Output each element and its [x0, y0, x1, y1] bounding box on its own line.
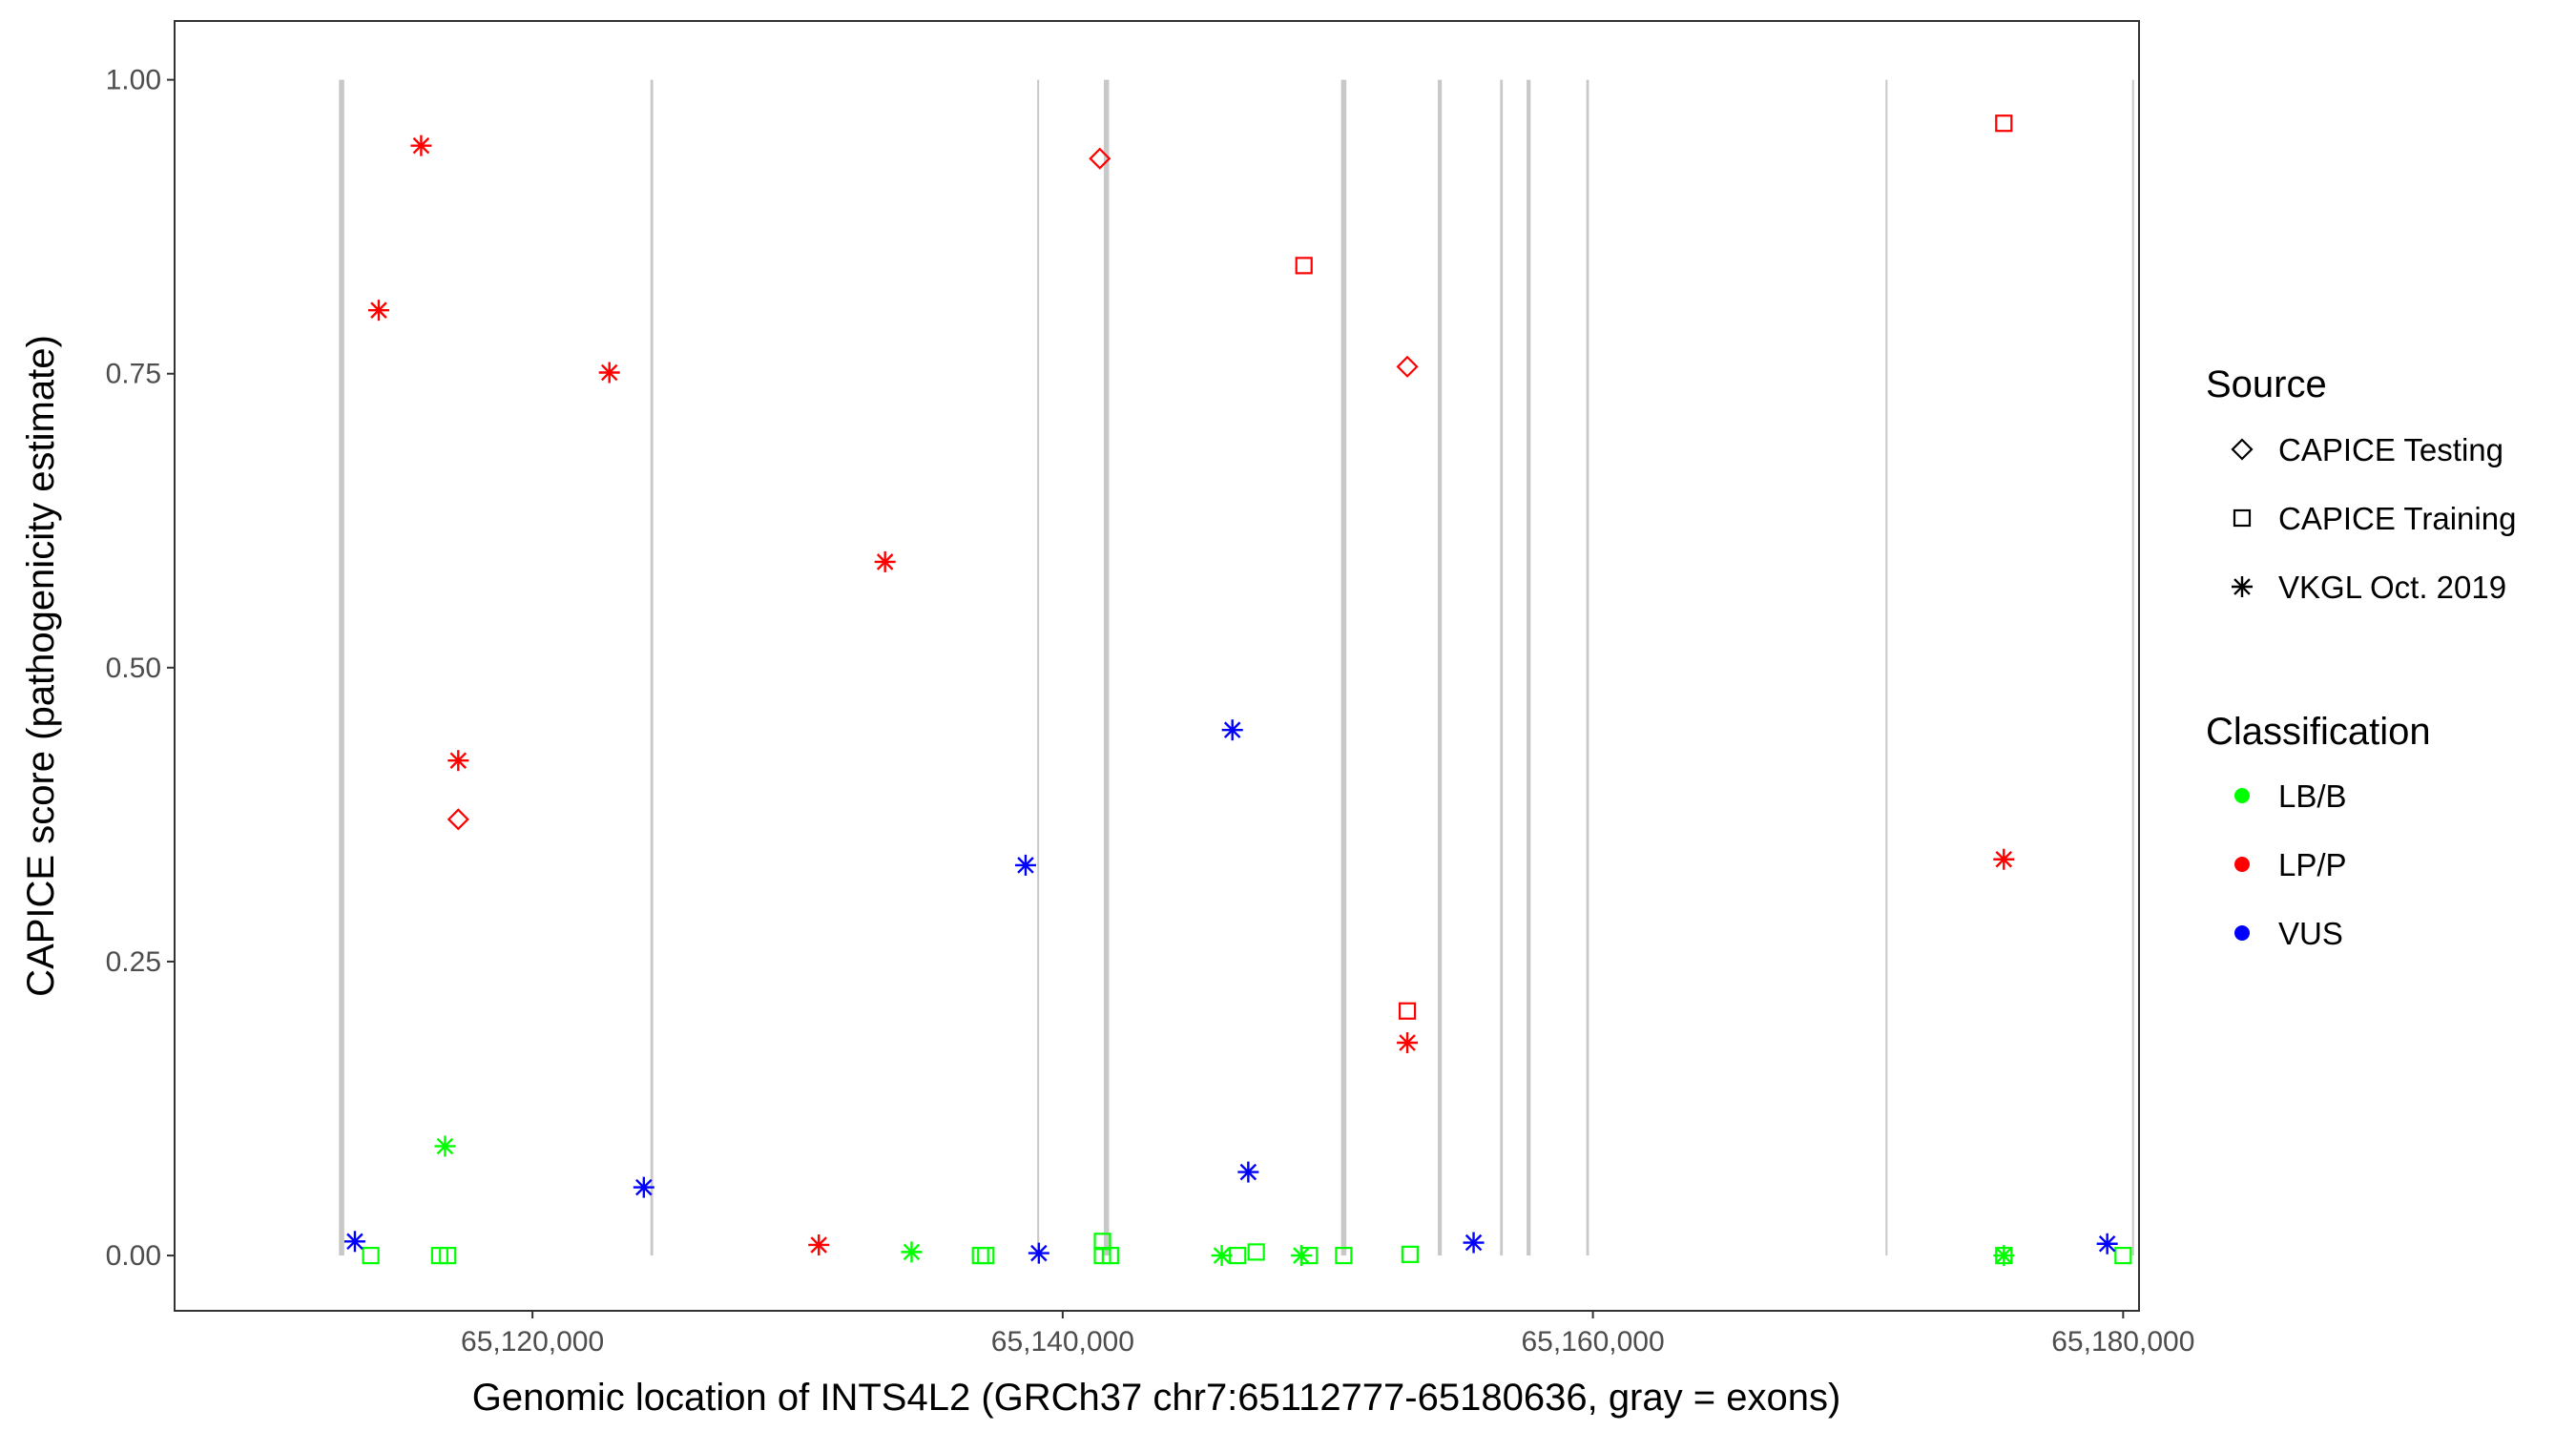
data-point: [1229, 1246, 1247, 1265]
exon-line: [1340, 79, 1347, 1256]
legend-key-dot: [2234, 857, 2250, 872]
data-point: [1397, 1032, 1419, 1054]
plot-border: [174, 20, 2140, 1312]
legend-source-title: Source: [2206, 363, 2327, 405]
data-point: [1089, 147, 1111, 170]
y-tick-label: 0.25: [106, 946, 161, 978]
legend-classification-label: LP/P: [2278, 847, 2347, 882]
data-point: [977, 1246, 995, 1265]
plot-background: [175, 21, 2139, 1311]
data-point: [1995, 114, 2013, 133]
data-point: [1247, 1243, 1265, 1261]
data-point: [1101, 1246, 1119, 1265]
data-point: [1398, 1002, 1417, 1020]
x-tick-label: 65,120,000: [461, 1326, 604, 1358]
data-point: [362, 1246, 380, 1265]
data-point: [1993, 848, 2015, 870]
legend-classification: Classification LB/B LP/P VUS: [2206, 711, 2431, 951]
legend-key-asterisk: [2232, 576, 2253, 597]
data-points: [343, 114, 2132, 1267]
exon-line: [650, 79, 654, 1256]
x-tick-label: 65,160,000: [1522, 1326, 1665, 1358]
exon-line: [1103, 79, 1110, 1256]
data-point: [1995, 1246, 2013, 1265]
exon-line: [1500, 79, 1504, 1256]
data-point: [1300, 1246, 1319, 1265]
legend-classification-label: LB/B: [2278, 778, 2347, 814]
data-point: [1028, 1242, 1049, 1264]
x-axis-title: Genomic location of INTS4L2 (GRCh37 chr7…: [472, 1377, 1841, 1419]
x-axis: 65,120,000 65,140,000 65,160,000 65,180,000: [461, 1311, 2194, 1358]
data-point: [434, 1135, 456, 1157]
exon-line: [1527, 79, 1531, 1256]
y-axis-title: CAPICE score (pathogenicity estimate): [20, 335, 62, 997]
legend-classification-title: Classification: [2206, 711, 2431, 753]
data-point: [1463, 1232, 1485, 1254]
data-point: [1335, 1246, 1353, 1265]
legend-classification-label: VUS: [2278, 916, 2343, 951]
data-point: [447, 750, 469, 772]
data-point: [633, 1176, 654, 1198]
legend-source-label: CAPICE Testing: [2278, 432, 2503, 467]
data-point: [1401, 1245, 1419, 1263]
y-tick-label: 0.00: [106, 1240, 161, 1272]
y-tick-label: 0.75: [106, 359, 161, 390]
y-tick-label: 1.00: [106, 65, 161, 96]
x-tick-label: 65,180,000: [2051, 1326, 2194, 1358]
data-point: [410, 135, 432, 156]
data-point: [1237, 1161, 1259, 1183]
exon-line: [2131, 79, 2134, 1256]
exon-line: [1438, 79, 1443, 1256]
exon-line: [1037, 79, 1040, 1256]
data-point: [2114, 1246, 2132, 1265]
data-point: [874, 550, 896, 572]
exon-line: [1586, 79, 1589, 1256]
data-point: [598, 362, 620, 384]
data-point: [2096, 1233, 2118, 1255]
y-axis: 0.00 0.25 0.50 0.75 1.00: [106, 65, 175, 1272]
data-point: [343, 1231, 365, 1253]
legend-source-label: CAPICE Training: [2278, 501, 2516, 536]
data-point: [1295, 257, 1313, 275]
exon-line: [1885, 79, 1888, 1256]
data-point: [1211, 1245, 1233, 1267]
data-point: [439, 1246, 457, 1265]
data-point: [1014, 854, 1036, 876]
exon-lines: [339, 79, 2134, 1256]
y-tick-label: 0.50: [106, 653, 161, 684]
legend-key-square: [2233, 508, 2252, 528]
data-point: [1221, 719, 1243, 741]
legend-key-diamond: [2231, 438, 2254, 461]
data-point: [447, 808, 469, 831]
exon-line: [339, 79, 344, 1256]
data-point: [367, 300, 389, 321]
legend-key-dot: [2234, 925, 2250, 941]
legend-source: Source CAPICE Testing CAPICE Training VKGL…: [2206, 363, 2516, 605]
legend-key-dot: [2234, 788, 2250, 803]
legend-source-label: VKGL Oct. 2019: [2278, 570, 2506, 605]
x-tick-label: 65,140,000: [991, 1326, 1134, 1358]
data-point: [1396, 355, 1419, 378]
data-point: [901, 1241, 923, 1263]
data-point: [808, 1234, 830, 1255]
